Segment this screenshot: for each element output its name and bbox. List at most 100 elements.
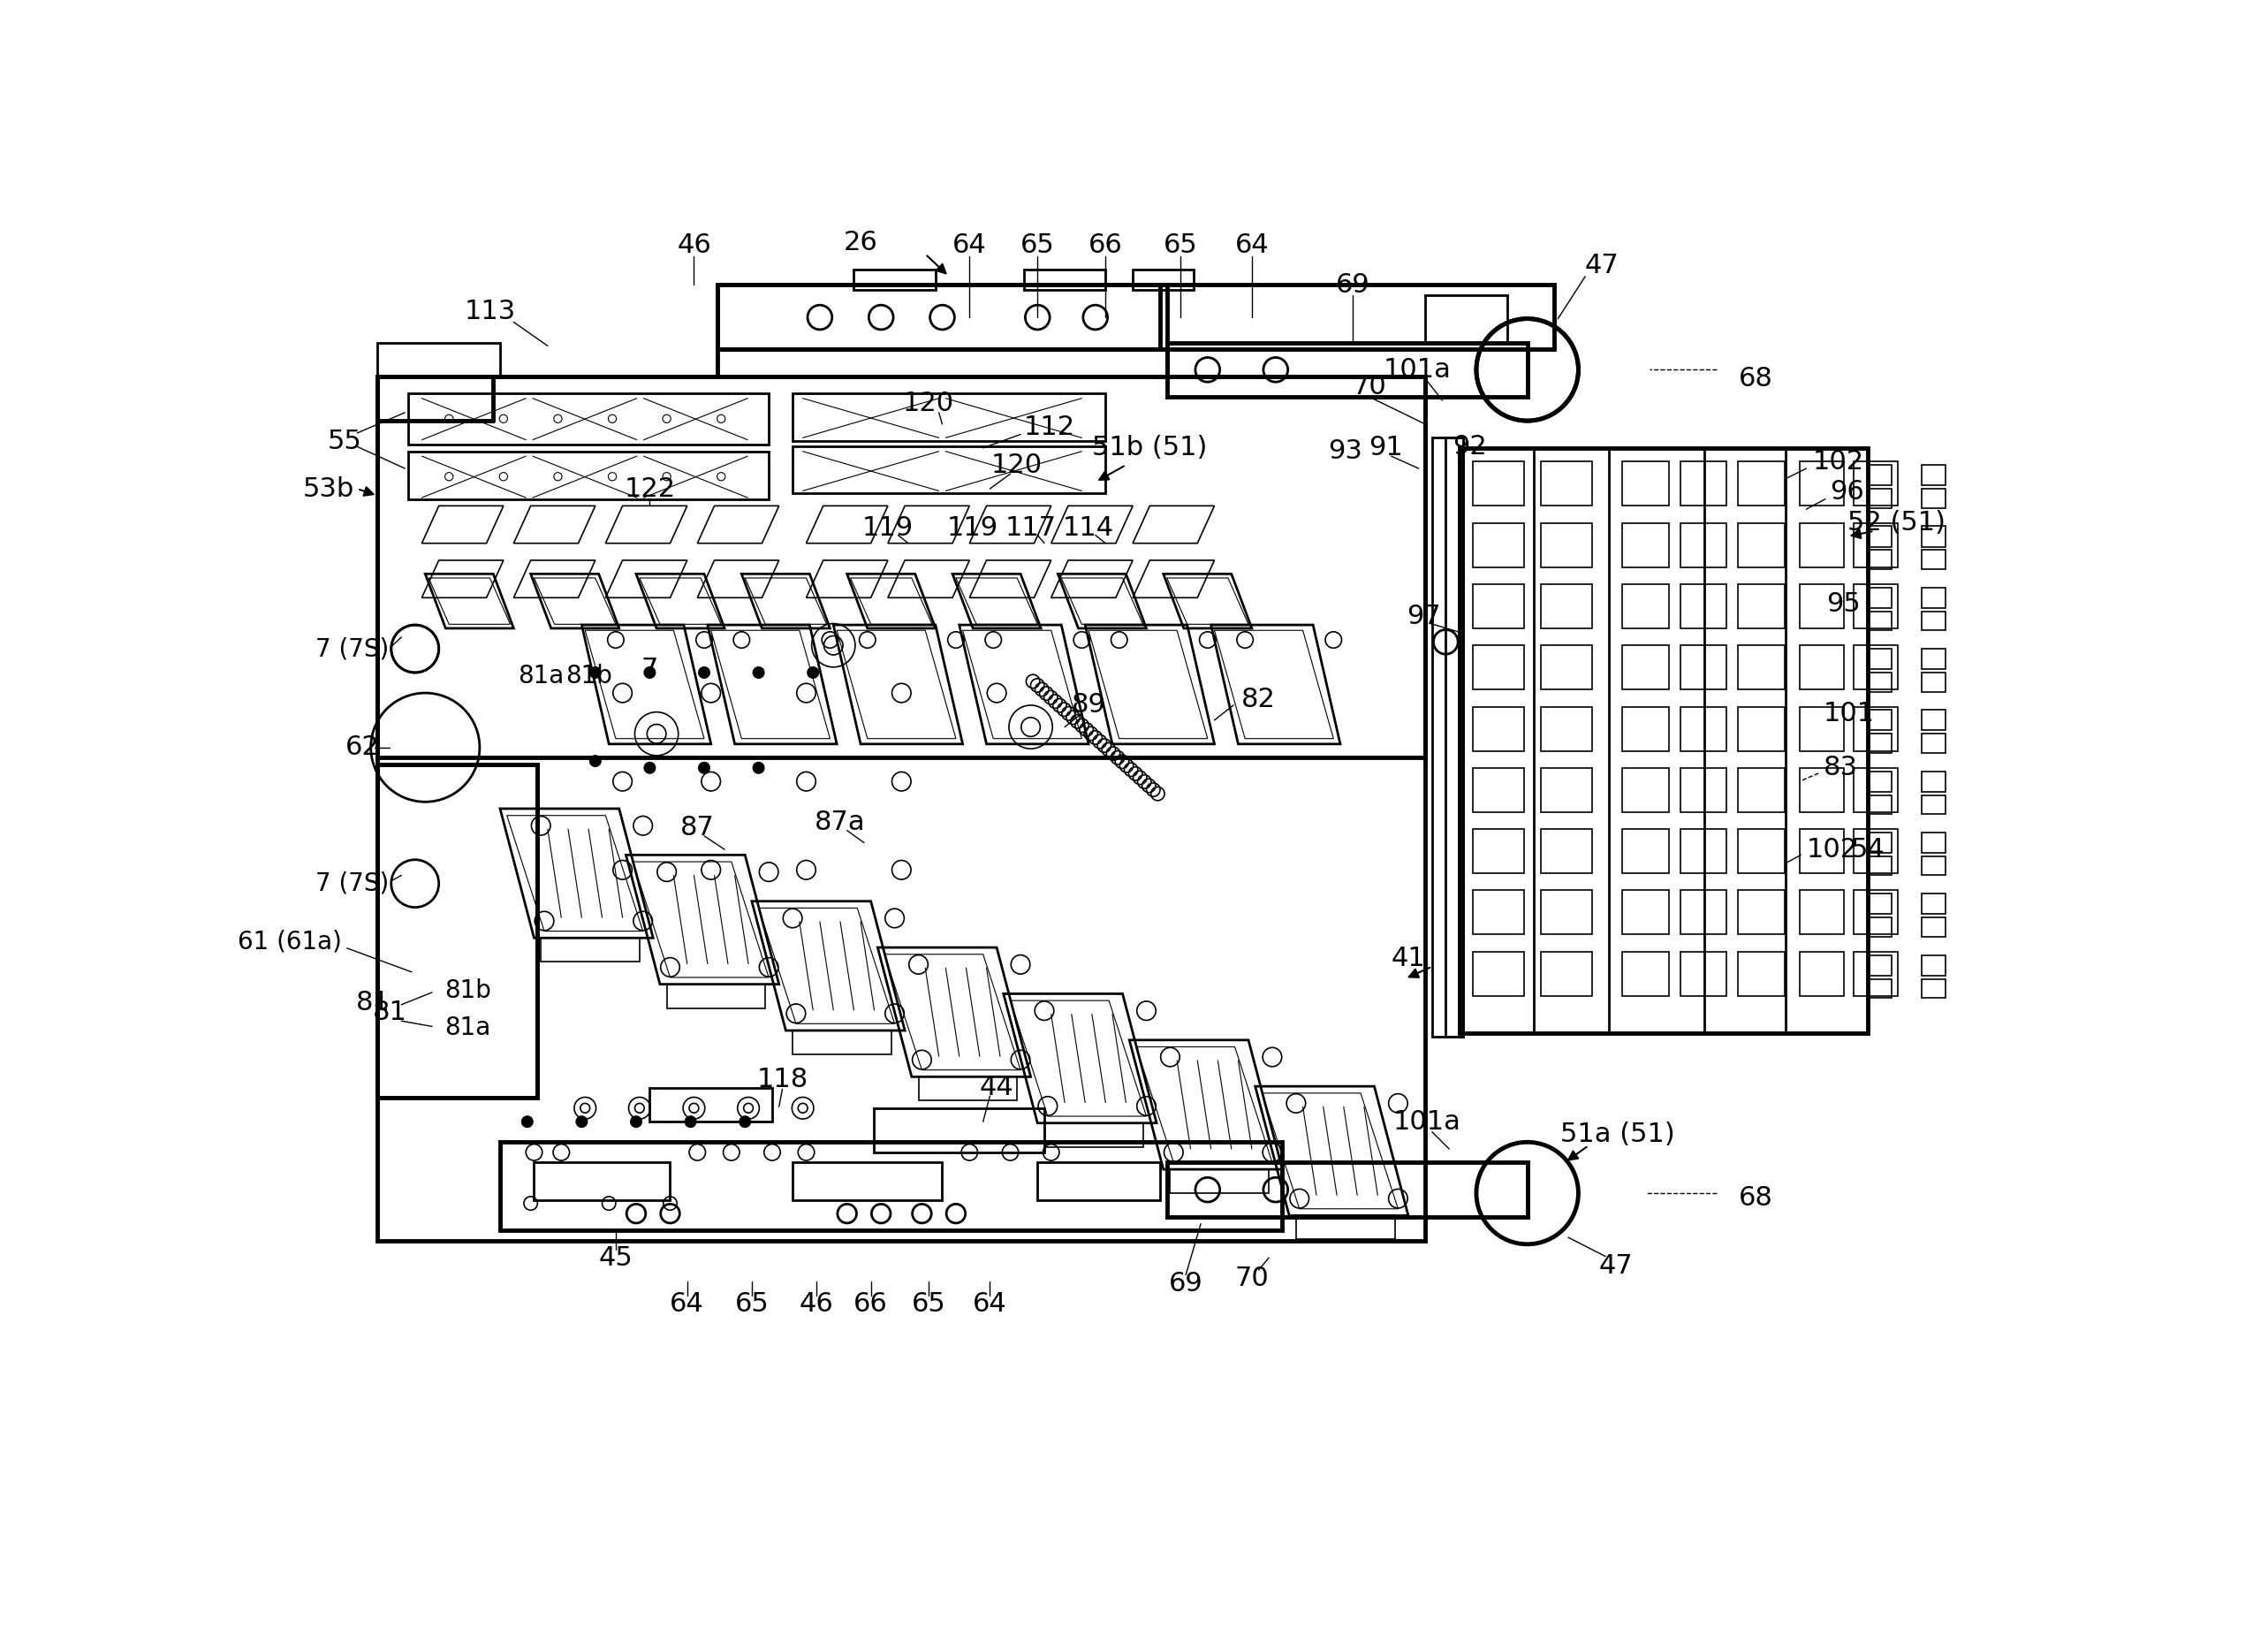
Text: 102: 102 xyxy=(1812,448,1864,474)
Text: 120: 120 xyxy=(991,453,1043,477)
Bar xyxy=(792,1162,941,1200)
Bar xyxy=(1166,342,1526,397)
Text: 101a: 101a xyxy=(1383,356,1452,383)
Bar xyxy=(1622,646,1669,690)
Text: 68: 68 xyxy=(1737,1185,1774,1212)
Text: 119: 119 xyxy=(948,515,998,541)
Bar xyxy=(1867,979,1892,997)
Text: 117: 117 xyxy=(1005,515,1057,541)
Bar xyxy=(1540,523,1592,567)
Bar xyxy=(1622,523,1669,567)
Text: 65: 65 xyxy=(1163,232,1198,258)
Text: 118: 118 xyxy=(758,1066,807,1092)
Text: 69: 69 xyxy=(1336,271,1370,298)
Bar xyxy=(1737,768,1785,813)
Bar xyxy=(1540,461,1592,505)
Text: 41: 41 xyxy=(1390,945,1427,971)
Text: 55: 55 xyxy=(329,428,363,455)
Circle shape xyxy=(631,1117,642,1127)
Text: 64: 64 xyxy=(669,1292,705,1316)
Bar xyxy=(376,376,1424,757)
Bar xyxy=(1921,526,1946,546)
Bar xyxy=(1853,706,1898,750)
Text: 70: 70 xyxy=(1352,374,1386,399)
Bar xyxy=(1921,672,1946,692)
Bar xyxy=(1681,768,1726,813)
Bar xyxy=(376,765,538,1097)
Bar xyxy=(540,938,640,961)
Circle shape xyxy=(522,1117,533,1127)
Text: 81b: 81b xyxy=(445,979,490,1004)
Bar xyxy=(1622,952,1669,996)
Bar xyxy=(1853,891,1898,935)
Text: 87: 87 xyxy=(680,814,714,840)
Text: 87a: 87a xyxy=(814,809,866,835)
Bar xyxy=(1737,584,1785,628)
Text: 102: 102 xyxy=(1805,837,1857,862)
Text: 45: 45 xyxy=(599,1244,633,1270)
Bar xyxy=(1445,438,1463,1037)
Text: 113: 113 xyxy=(465,299,515,325)
Bar xyxy=(1867,955,1892,976)
Circle shape xyxy=(685,1117,696,1127)
Text: 93: 93 xyxy=(1327,438,1363,464)
Bar xyxy=(1540,646,1592,690)
Bar xyxy=(1921,464,1946,486)
Bar xyxy=(1921,489,1946,508)
Circle shape xyxy=(699,762,710,773)
Bar xyxy=(1132,270,1193,289)
Text: 53b: 53b xyxy=(304,476,354,502)
Text: 81b: 81b xyxy=(565,664,612,688)
Bar xyxy=(1799,891,1844,935)
Text: 101a: 101a xyxy=(1393,1109,1461,1135)
Bar xyxy=(1622,768,1669,813)
Text: 95: 95 xyxy=(1826,592,1862,618)
Text: 26: 26 xyxy=(844,229,878,255)
Bar xyxy=(1622,891,1669,935)
Bar xyxy=(1737,952,1785,996)
Bar xyxy=(1458,448,1867,1033)
Bar xyxy=(376,376,1424,1241)
Bar xyxy=(1431,438,1463,1037)
Bar xyxy=(1799,584,1844,628)
Bar xyxy=(1853,584,1898,628)
Bar xyxy=(1036,1162,1159,1200)
Text: 89: 89 xyxy=(1070,692,1107,718)
Bar xyxy=(1737,891,1785,935)
Text: 64: 64 xyxy=(1234,232,1268,258)
Bar xyxy=(1472,829,1524,873)
Bar xyxy=(1737,829,1785,873)
Circle shape xyxy=(699,667,710,679)
Bar xyxy=(853,270,934,289)
Bar xyxy=(1472,646,1524,690)
Bar xyxy=(1681,461,1726,505)
Bar xyxy=(1737,523,1785,567)
Bar xyxy=(1921,611,1946,631)
Bar xyxy=(1921,649,1946,669)
Bar xyxy=(1867,611,1892,631)
Bar xyxy=(1799,461,1844,505)
Bar xyxy=(792,1030,891,1055)
Bar xyxy=(499,1143,1281,1231)
Text: 66: 66 xyxy=(1089,232,1123,258)
Bar xyxy=(1681,706,1726,750)
Bar xyxy=(1867,857,1892,875)
Text: 120: 120 xyxy=(903,391,955,417)
Bar xyxy=(1681,891,1726,935)
Text: 112: 112 xyxy=(1023,415,1075,440)
Bar xyxy=(1737,706,1785,750)
Bar xyxy=(376,342,499,376)
Bar xyxy=(1166,1162,1526,1216)
Bar xyxy=(1867,832,1892,853)
Bar xyxy=(792,446,1105,492)
Bar xyxy=(1799,646,1844,690)
Text: 52 (51): 52 (51) xyxy=(1846,510,1946,536)
Bar xyxy=(1681,523,1726,567)
Bar xyxy=(1622,584,1669,628)
Text: 7 (7S): 7 (7S) xyxy=(315,636,390,661)
Bar xyxy=(1853,523,1898,567)
Bar xyxy=(1867,549,1892,569)
Text: 46: 46 xyxy=(676,232,712,258)
Bar xyxy=(1681,952,1726,996)
Bar xyxy=(1921,795,1946,814)
